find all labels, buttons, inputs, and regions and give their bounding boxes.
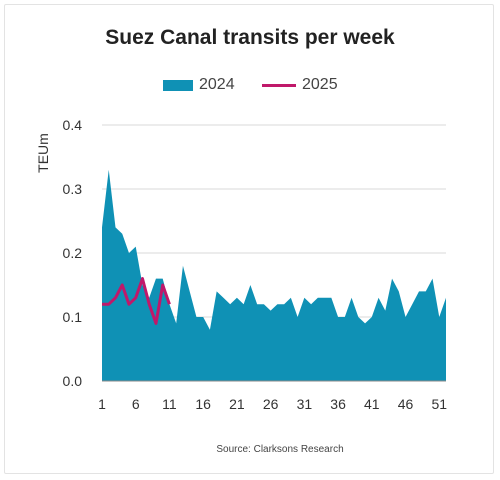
- legend-label-2024: 2024: [199, 76, 235, 93]
- x-tick-label: 41: [364, 396, 380, 412]
- legend-item-2024: 2024: [163, 76, 235, 94]
- x-tick-label: 1: [98, 396, 106, 412]
- x-tick-label: 6: [132, 396, 140, 412]
- chart-frame: [4, 4, 494, 474]
- x-tick-label: 11: [162, 396, 177, 412]
- y-tick-label: 0.0: [63, 373, 83, 389]
- chart-title: Suez Canal transits per week: [105, 26, 395, 49]
- area-series-2024: [102, 169, 446, 381]
- legend-item-2025: 2025: [262, 76, 338, 94]
- x-tick-label: 31: [297, 396, 313, 412]
- x-tick-label: 36: [330, 396, 346, 412]
- y-axis-label: TEUm: [35, 133, 51, 173]
- x-tick-label: 21: [229, 396, 245, 412]
- y-tick-label: 0.3: [63, 181, 83, 197]
- source-note: Source: Clarksons Research: [216, 444, 344, 455]
- legend-swatch-2024: [163, 79, 193, 91]
- line-series-2025: [102, 277, 171, 325]
- x-tick-label: 16: [195, 396, 211, 412]
- y-tick-label: 0.4: [63, 117, 83, 133]
- x-tick-label: 46: [398, 396, 414, 412]
- legend-label-2025: 2025: [302, 76, 338, 93]
- x-tick-label: 26: [263, 396, 279, 412]
- legend: 2024 2025: [0, 76, 500, 96]
- y-tick-label: 0.1: [63, 309, 83, 325]
- y-tick-label: 0.2: [63, 245, 83, 261]
- legend-swatch-2025: [262, 83, 296, 87]
- x-tick-label: 51: [431, 396, 447, 412]
